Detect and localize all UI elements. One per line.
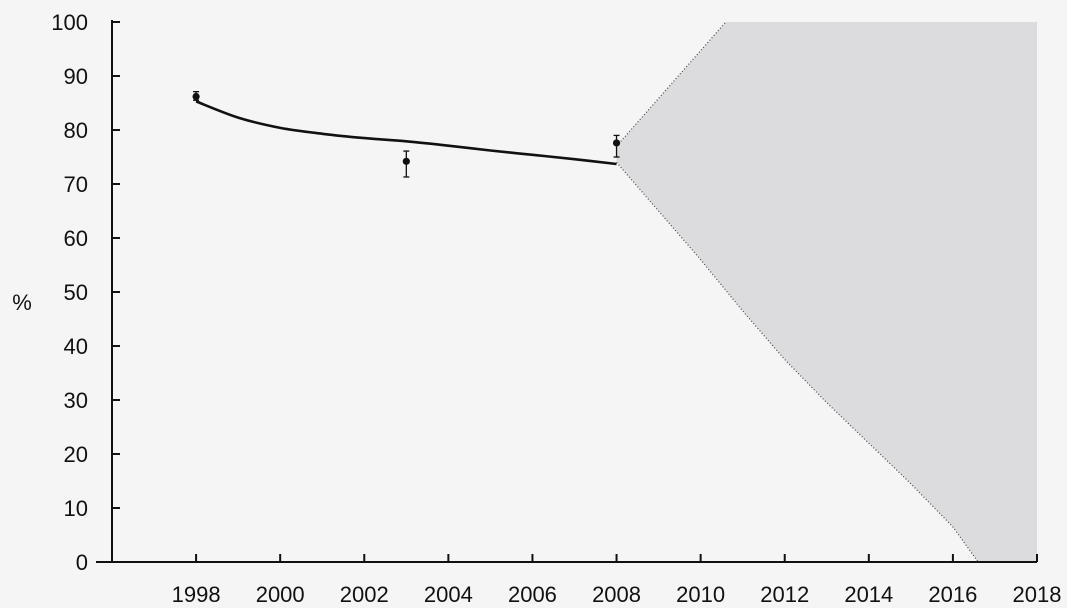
x-tick-label: 2012 xyxy=(760,582,809,607)
data-point xyxy=(192,92,200,101)
data-point-group xyxy=(192,91,200,101)
y-tick-label: 20 xyxy=(64,442,88,467)
x-tick-label: 2002 xyxy=(340,582,389,607)
x-tick-label: 2014 xyxy=(844,582,893,607)
x-tick-label: 2008 xyxy=(592,582,641,607)
data-point xyxy=(402,157,410,165)
x-tick-label: 2016 xyxy=(928,582,977,607)
x-tick-label: 2018 xyxy=(1013,582,1062,607)
y-tick-label: 0 xyxy=(76,550,88,575)
y-tick-label: 60 xyxy=(64,226,88,251)
x-tick-label: 2006 xyxy=(508,582,557,607)
projection-upper-boundary xyxy=(616,21,727,147)
y-tick-label: 30 xyxy=(64,388,88,413)
y-tick-label: 100 xyxy=(51,10,88,35)
x-tick-label: 2010 xyxy=(676,582,725,607)
projection-lower-boundary xyxy=(616,162,979,563)
ticks-group: 0 10 20 30 40 50 60 70 80 90 100 1998 2000 2002 2004 20… xyxy=(51,10,1061,607)
y-tick-label: 90 xyxy=(64,64,88,89)
y-tick-label: 10 xyxy=(64,496,88,521)
x-tick-label: 2004 xyxy=(424,582,473,607)
x-tick-label: 1998 xyxy=(172,582,221,607)
projection-band-group xyxy=(616,21,1037,563)
data-point-group xyxy=(612,134,621,158)
x-tick-label: 2000 xyxy=(256,582,305,607)
y-tick-label: 50 xyxy=(64,280,88,305)
y-tick-label: 70 xyxy=(64,172,88,197)
series-group xyxy=(192,91,621,178)
y-tick-label: 80 xyxy=(64,118,88,143)
y-axis-label: % xyxy=(12,290,32,315)
projection-band xyxy=(616,22,1037,562)
data-point-group xyxy=(402,150,410,178)
trend-line xyxy=(195,100,617,166)
y-tick-label: 40 xyxy=(64,334,88,359)
data-point xyxy=(612,139,621,147)
